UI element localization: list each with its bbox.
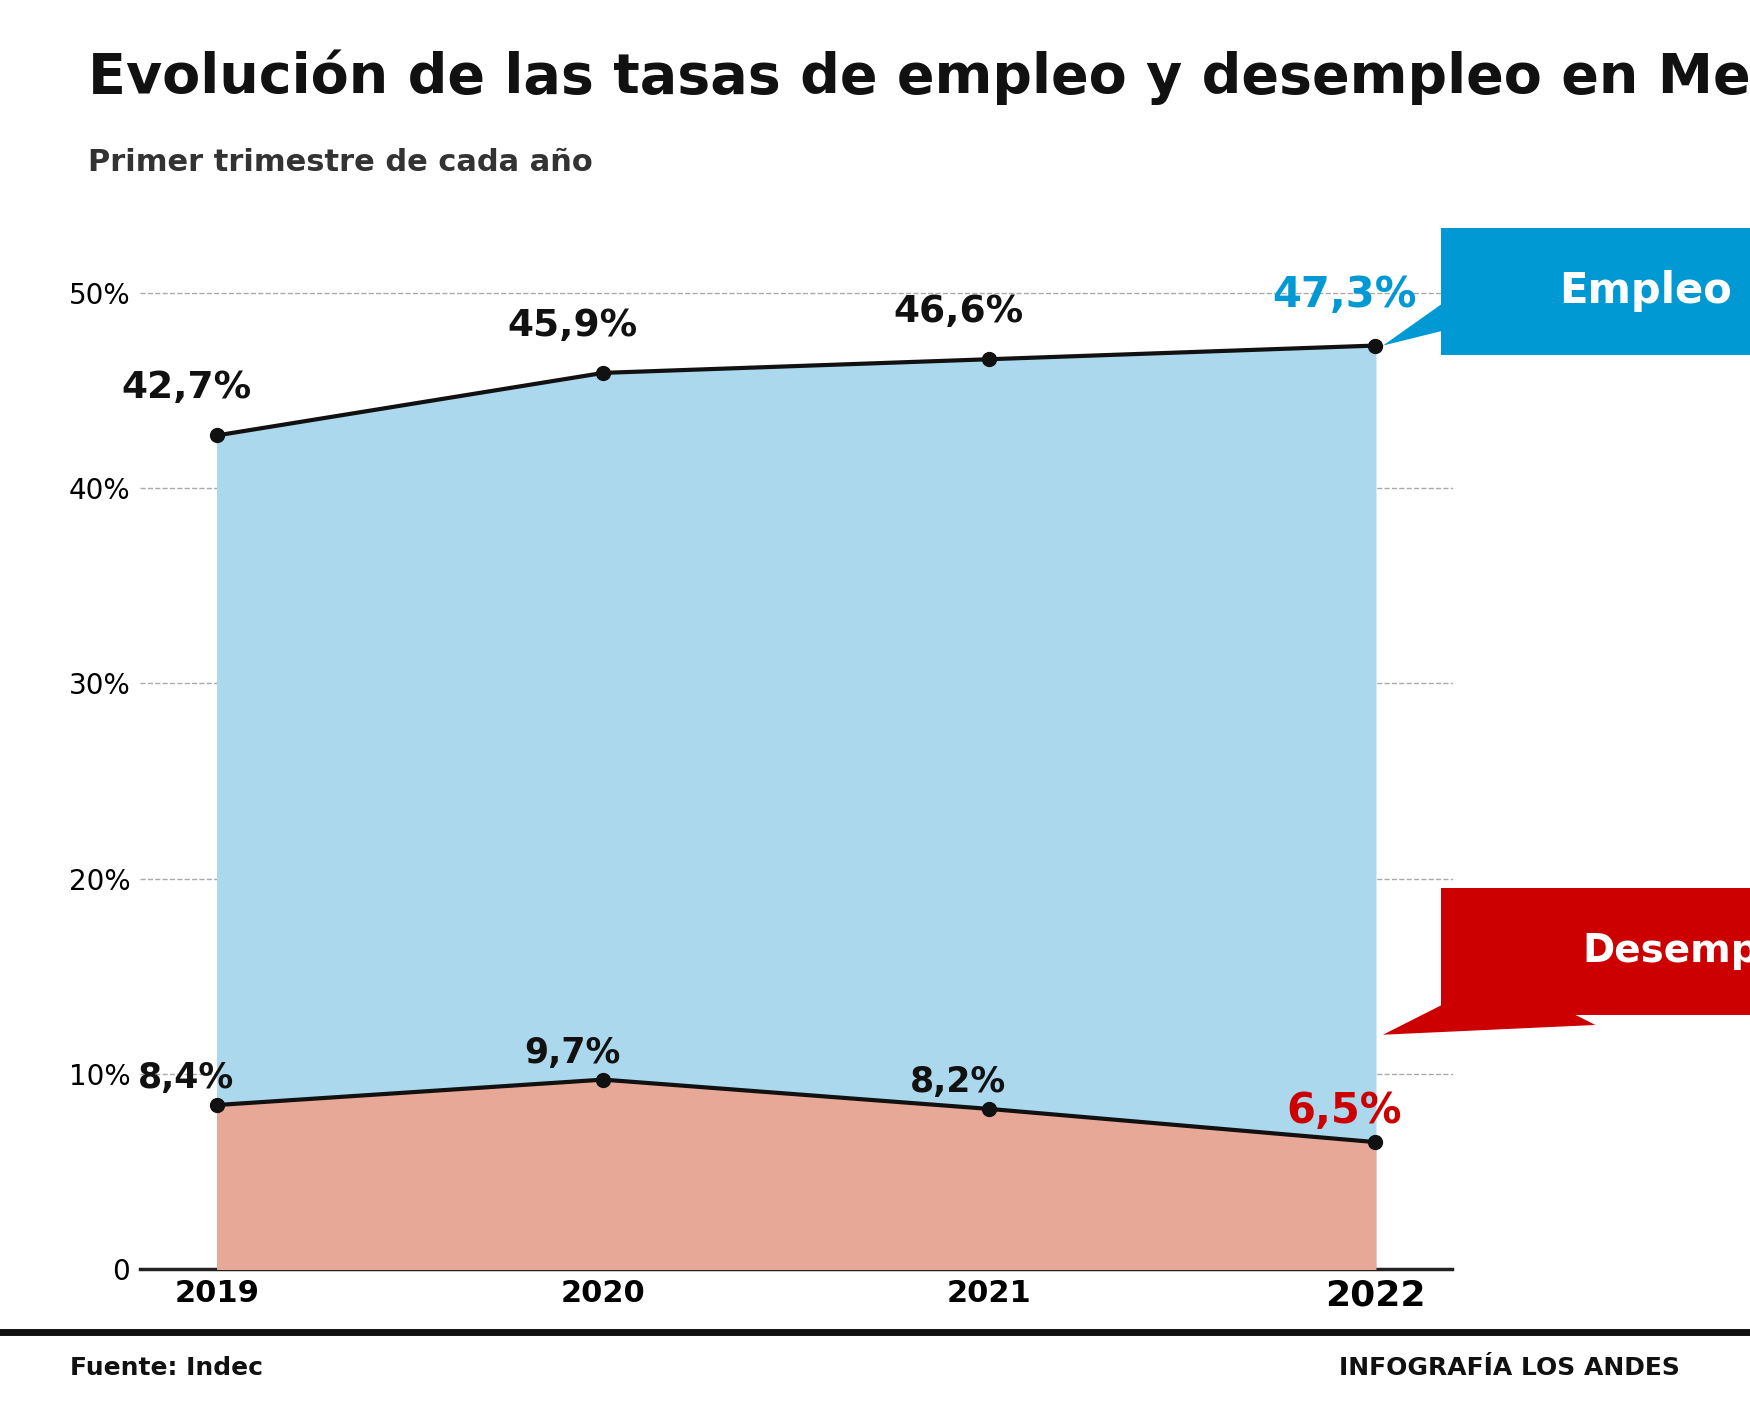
Text: 42,7%: 42,7% — [121, 369, 252, 406]
Text: INFOGRAFÍA LOS ANDES: INFOGRAFÍA LOS ANDES — [1339, 1355, 1680, 1380]
Text: Evolución de las tasas de empleo y desempleo en Mendoza: Evolución de las tasas de empleo y desem… — [88, 49, 1750, 104]
Text: 6,5%: 6,5% — [1286, 1090, 1402, 1132]
Polygon shape — [1382, 976, 1596, 1035]
Text: 8,2%: 8,2% — [910, 1065, 1006, 1100]
FancyBboxPatch shape — [1440, 888, 1750, 1015]
Text: 8,4%: 8,4% — [138, 1062, 234, 1096]
Text: Primer trimestre de cada año: Primer trimestre de cada año — [88, 148, 592, 178]
Text: 47,3%: 47,3% — [1272, 275, 1418, 316]
FancyBboxPatch shape — [1440, 228, 1750, 355]
Polygon shape — [1382, 278, 1558, 345]
Text: Fuente: Indec: Fuente: Indec — [70, 1355, 262, 1380]
Text: 9,7%: 9,7% — [525, 1036, 621, 1070]
Text: 45,9%: 45,9% — [507, 307, 637, 344]
Text: 46,6%: 46,6% — [892, 293, 1024, 330]
Text: Desempleo: Desempleo — [1582, 932, 1750, 970]
Text: Empleo: Empleo — [1559, 269, 1732, 312]
